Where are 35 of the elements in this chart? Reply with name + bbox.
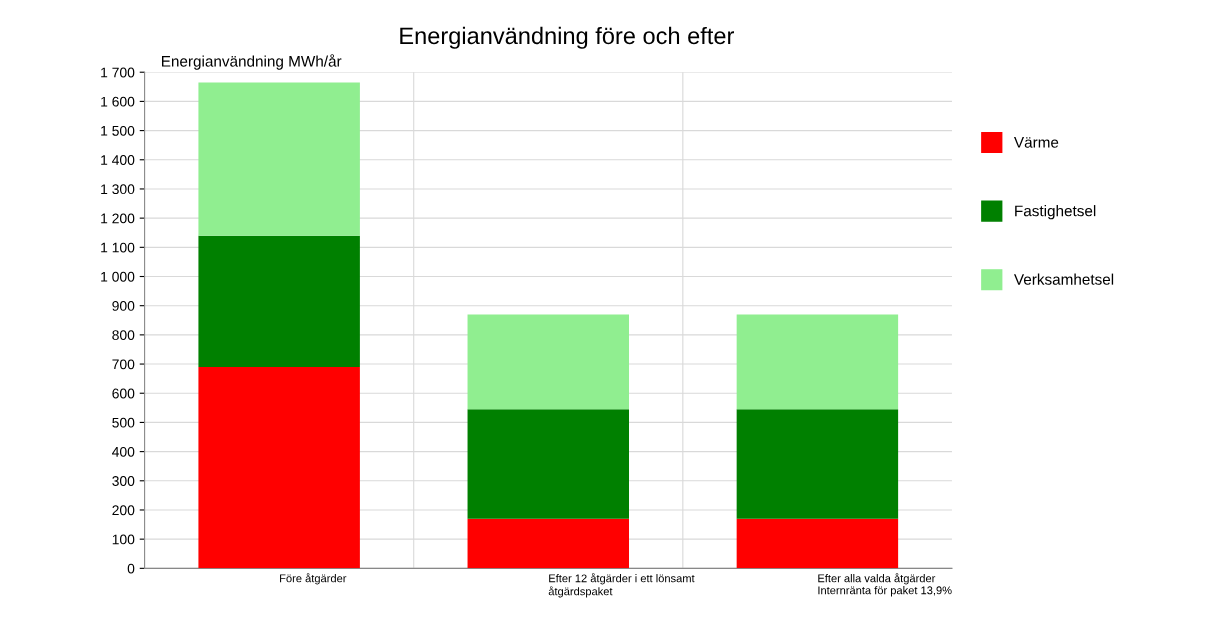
- bar: [736, 409, 899, 519]
- bar: [467, 409, 630, 519]
- y-tick-label: 1 400: [101, 155, 135, 165]
- y-tick-label: 900: [112, 301, 135, 311]
- y-tick-label: 800: [112, 330, 135, 341]
- y-tick-label: 300: [112, 476, 135, 486]
- y-tick-label: 200: [112, 505, 135, 516]
- y-tick-label: 1 300: [101, 184, 135, 195]
- x-tick-label: Efter 12 åtgärder i ett lönsamt åtgärdspaket: [548, 573, 695, 598]
- y-tick-label: 1 600: [101, 96, 135, 107]
- bar: [198, 82, 360, 236]
- bar: [736, 518, 899, 569]
- chart-title: Energianvändning före och efter: [400, 26, 734, 49]
- bar: [198, 366, 360, 569]
- y-tick-label: 1 100: [101, 242, 135, 253]
- y-tick-label: 1 500: [101, 125, 135, 136]
- y-tick-label: 700: [112, 359, 135, 370]
- y-tick-label: 600: [112, 388, 135, 399]
- y-tick-label: 1 200: [101, 213, 135, 224]
- y-tick-label: 1 700: [101, 67, 135, 78]
- legend-label: Värme: [1014, 137, 1059, 148]
- legend-label: Verksamhetsel: [1014, 273, 1114, 285]
- bar: [467, 518, 630, 569]
- bar: [736, 314, 899, 410]
- y-tick-label: 400: [112, 446, 135, 457]
- bar: [467, 314, 630, 410]
- x-tick-label: Efter alla valda åtgärder Internränta för paket 13,9%: [818, 573, 952, 597]
- y-axis-title: Energianvändning MWh/år: [162, 54, 342, 70]
- bar: [198, 235, 360, 367]
- y-tick-label: 500: [112, 417, 135, 428]
- y-tick-label: 1 000: [101, 271, 135, 282]
- legend-label: Fastighetsel: [1015, 205, 1096, 220]
- x-tick-label: Före åtgärder: [280, 573, 347, 585]
- y-tick-label: 0: [127, 563, 135, 574]
- y-tick-label: 100: [112, 534, 135, 545]
